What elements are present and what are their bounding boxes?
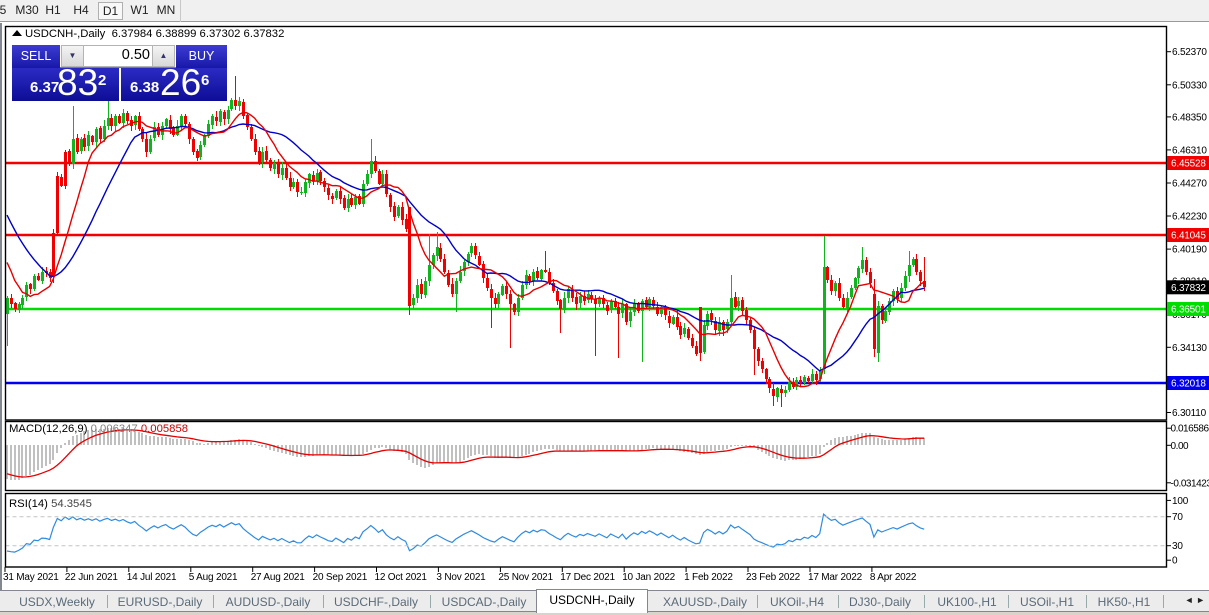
svg-text:6.45528: 6.45528 <box>1171 159 1206 170</box>
svg-text:22 Jun 2021: 22 Jun 2021 <box>65 572 118 583</box>
svg-text:6.30110: 6.30110 <box>1172 408 1207 419</box>
svg-text:14 Jul 2021: 14 Jul 2021 <box>127 572 177 583</box>
svg-text:6.34130: 6.34130 <box>1172 343 1207 354</box>
svg-text:70: 70 <box>1172 512 1183 523</box>
svg-text:30: 30 <box>1172 541 1183 552</box>
svg-text:8 Apr 2022: 8 Apr 2022 <box>870 572 917 583</box>
svg-text:MACD(12,26,9) 0.006347 0.00585: MACD(12,26,9) 0.006347 0.005858 <box>9 423 188 435</box>
svg-text:17 Dec 2021: 17 Dec 2021 <box>560 572 615 583</box>
svg-text:6.44270: 6.44270 <box>1172 179 1207 190</box>
svg-text:6.50330: 6.50330 <box>1172 80 1207 91</box>
svg-text:6.32018: 6.32018 <box>1171 379 1206 390</box>
svg-text:6.46310: 6.46310 <box>1172 145 1207 156</box>
svg-text:6.36501: 6.36501 <box>1171 305 1206 316</box>
svg-text:3 Nov 2021: 3 Nov 2021 <box>436 572 486 583</box>
svg-text:31 May 2021: 31 May 2021 <box>3 572 59 583</box>
svg-text:6.37832: 6.37832 <box>1171 283 1206 294</box>
svg-text:USDCNH-,Daily 6.37984 6.38899: USDCNH-,Daily 6.37984 6.38899 6.37302 6.… <box>25 28 284 40</box>
svg-text:5 Aug 2021: 5 Aug 2021 <box>189 572 238 583</box>
svg-text:20 Sep 2021: 20 Sep 2021 <box>313 572 368 583</box>
svg-text:10 Jan 2022: 10 Jan 2022 <box>622 572 675 583</box>
svg-text:6.42230: 6.42230 <box>1172 212 1207 223</box>
svg-text:25 Nov 2021: 25 Nov 2021 <box>498 572 553 583</box>
svg-text:17 Mar 2022: 17 Mar 2022 <box>808 572 863 583</box>
svg-text:6.40190: 6.40190 <box>1172 245 1207 256</box>
svg-text:12 Oct 2021: 12 Oct 2021 <box>375 572 428 583</box>
svg-text:0.00: 0.00 <box>1171 441 1190 452</box>
svg-text:6.48350: 6.48350 <box>1172 112 1207 123</box>
svg-text:23 Feb 2022: 23 Feb 2022 <box>746 572 801 583</box>
svg-text:6.41045: 6.41045 <box>1171 231 1206 242</box>
svg-text:0: 0 <box>1172 556 1178 567</box>
svg-text:RSI(14) 54.3545: RSI(14) 54.3545 <box>9 498 92 510</box>
svg-text:0.016586: 0.016586 <box>1171 424 1209 435</box>
svg-text:-0.031423: -0.031423 <box>1171 478 1209 489</box>
svg-text:27 Aug 2021: 27 Aug 2021 <box>251 572 306 583</box>
svg-text:1 Feb 2022: 1 Feb 2022 <box>684 572 733 583</box>
svg-text:6.52370: 6.52370 <box>1172 47 1207 58</box>
svg-text:100: 100 <box>1172 496 1189 507</box>
